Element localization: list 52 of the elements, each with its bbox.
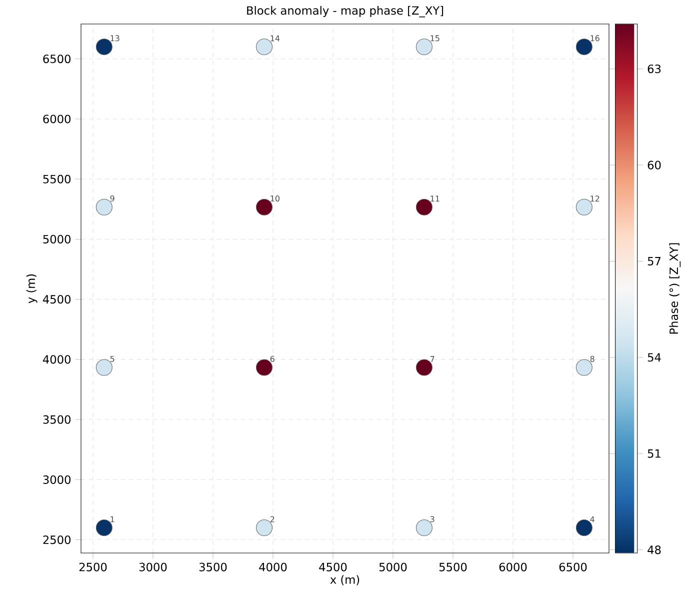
color-bar-title: Phase (°) [Z_XY]: [669, 243, 681, 334]
color-bar-label: 63: [648, 64, 661, 74]
y-tick-label: 3000: [43, 475, 71, 484]
point: [576, 198, 592, 216]
x-tick-label: 6500: [559, 562, 587, 572]
annotation: 4: [590, 516, 594, 522]
annotation: 15: [430, 35, 440, 42]
chart-title: Block anomaly - map phase [Z_XY]: [247, 6, 444, 18]
color-bar-label: 57: [648, 257, 661, 266]
annotation: 16: [590, 35, 600, 42]
point: [96, 38, 112, 56]
y-tick-label: 2500: [43, 535, 71, 544]
x-tick-label: 3500: [199, 562, 227, 572]
x-axis-title: x (m): [330, 575, 360, 586]
annotation: 6: [270, 356, 274, 362]
y-axis-title: y (m): [26, 274, 38, 304]
annotation: 13: [110, 35, 120, 42]
x-tick-label: 3000: [139, 562, 167, 572]
color-bar-label: 51: [648, 449, 660, 458]
point: [416, 359, 432, 376]
y-tick-label: 4000: [42, 355, 71, 364]
annotation: 9: [110, 195, 114, 202]
point: [416, 38, 432, 56]
annotation: 3: [430, 516, 434, 522]
annotation: 8: [590, 356, 594, 362]
annotation: 5: [110, 356, 114, 362]
y-tick-label: 3500: [43, 415, 71, 424]
x-tick-label: 6000: [499, 562, 527, 572]
color-bar-label: 54: [648, 353, 661, 362]
annotation: 11: [430, 196, 440, 202]
annotation: 12: [590, 196, 600, 202]
y-tick-label: 6500: [43, 54, 71, 64]
x-tick-label: 4500: [319, 562, 347, 572]
y-tick-label: 4500: [42, 295, 71, 304]
x-tick-label: 5500: [439, 562, 467, 572]
color-bar-label: 48: [648, 546, 661, 554]
annotation: 7: [430, 356, 434, 362]
annotation: 10: [270, 195, 280, 202]
point: [96, 519, 112, 536]
y-tick-label: 5500: [43, 174, 71, 184]
x-tick-label: 2500: [79, 562, 107, 572]
point: [416, 198, 432, 216]
color-bar-label: 60: [648, 160, 661, 170]
point: [576, 38, 592, 56]
annotation: 1: [110, 516, 114, 522]
point: [416, 519, 432, 536]
x-tick-label: 5000: [379, 562, 407, 572]
annotation: 2: [270, 516, 274, 522]
y-tick-label: 5000: [43, 234, 71, 244]
x-tick-label: 4000: [259, 562, 287, 572]
annotation: 14: [270, 35, 280, 42]
y-tick-label: 6000: [43, 114, 71, 124]
